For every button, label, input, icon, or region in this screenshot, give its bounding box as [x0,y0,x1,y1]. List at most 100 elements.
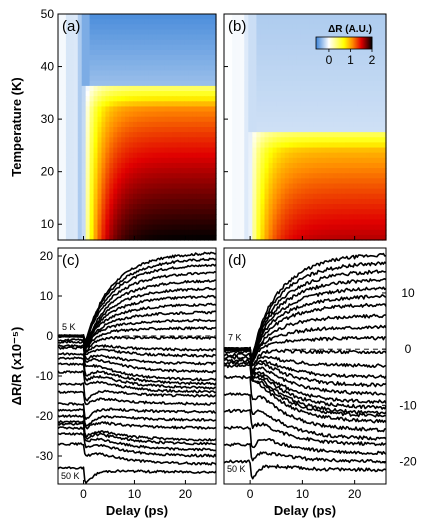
heatmap-a-cell [164,111,170,118]
heatmap-b-cell [345,29,351,36]
heatmap-b-cell [305,85,310,92]
heatmap-b-cell [252,142,257,149]
heatmap-b-cell [232,132,237,138]
heatmap-a-cell [204,224,209,231]
heatmap-b-cell [349,106,355,113]
heatmap-b-cell [357,209,363,215]
heatmap-a-cell [121,85,126,92]
heatmap-b-cell [268,116,274,123]
heatmap-b-cell [377,101,383,108]
heatmap-b-cell [353,75,359,82]
heatmap-a-cell [133,75,138,82]
heatmap-a-cell [61,224,67,231]
heatmap-b-cell [264,106,270,113]
heatmap-b-cell [321,116,326,123]
heatmap-a-cell [196,14,201,20]
heatmap-b-cell [284,152,290,159]
heatmap-b-cell [260,198,266,205]
heatmap-b-cell [373,39,379,46]
heatmap-b-cell [345,229,351,236]
heatmap-a-cell [125,234,130,241]
y-tick-label: 20 [40,249,54,263]
heatmap-a-cell [129,224,134,231]
heatmap-b-cell [325,204,330,210]
heatmap-b-cell [321,101,326,108]
heatmap-b-cell [272,96,278,102]
heatmap-b-cell [276,214,282,221]
heatmap-b-cell [264,14,270,20]
heatmap-a-cell [172,85,178,92]
heatmap-b-cell [236,44,241,51]
heatmap-a-cell [125,121,130,128]
heatmap-b-cell [284,127,290,133]
heatmap-a-cell [125,193,130,200]
heatmap-a-cell [148,44,154,51]
heatmap-a-cell [137,204,142,210]
heatmap-a-cell [133,19,138,25]
colorbar-segment [321,37,323,49]
heatmap-b-cell [305,198,310,205]
heatmap-b-cell [240,132,245,138]
heatmap-b-cell [260,24,266,31]
heatmap-b-cell [349,214,355,221]
heatmap-a-cell [144,14,150,20]
heatmap-a-cell [81,132,87,138]
heatmap-b-cell [317,65,322,72]
heatmap-a-cell [148,49,154,56]
heatmap-a-cell [61,157,67,164]
heatmap-a-cell [73,132,79,138]
heatmap-a-cell [65,209,71,215]
heatmap-a-cell [144,193,150,200]
heatmap-b-cell [317,147,322,154]
heatmap-a-cell [152,29,158,36]
heatmap-b-cell [280,137,286,144]
heatmap-b-cell [329,147,334,154]
heatmap-a-cell [125,39,130,46]
heatmap-a-cell [61,188,67,195]
heatmap-a-cell [212,219,217,226]
heatmap-a-cell [93,39,99,46]
heatmap-a-cell [81,44,87,51]
panel-label: (c) [62,252,80,269]
heatmap-b-cell [256,60,262,66]
heatmap-a-cell [117,198,122,205]
heatmap-a-cell [121,55,126,61]
heatmap-a-cell [172,121,178,128]
heatmap-a-cell [125,24,130,31]
heatmap-a-cell [61,85,67,92]
heatmap-a-cell [180,29,185,36]
heatmap-b-cell [309,183,314,190]
heatmap-a-cell [137,132,142,138]
heatmap-b-cell [288,214,294,221]
heatmap-b-cell [341,152,347,159]
heatmap-a-cell [200,127,205,133]
heatmap-b-cell [248,183,253,190]
heatmap-a-cell [140,127,146,133]
heatmap-a-cell [77,142,83,149]
heatmap-b-cell [357,234,363,241]
heatmap-a-cell [148,24,154,31]
heatmap-b-cell [321,229,326,236]
heatmap-b-cell [228,219,233,226]
heatmap-b-cell [365,142,371,149]
heatmap-a-cell [164,224,170,231]
heatmap-a-cell [156,173,162,179]
heatmap-a-cell [160,219,166,226]
heatmap-a-cell [58,111,63,118]
heatmap-a-cell [61,14,67,20]
heatmap-a-cell [144,229,150,236]
heatmap-a-cell [105,127,110,133]
heatmap-b-cell [373,147,379,154]
heatmap-b-cell [300,168,306,174]
colorbar-segment [342,37,344,49]
heatmap-b-cell [288,34,294,41]
heatmap-b-cell [305,137,310,144]
heatmap-a-cell [188,19,193,25]
heatmap-a-cell [105,142,110,149]
heatmap-b-cell [353,111,359,118]
heatmap-b-cell [256,111,262,118]
heatmap-b-cell [381,168,387,174]
heatmap-a-cell [101,75,106,82]
heatmap-a-cell [105,173,110,179]
heatmap-b-cell [264,193,270,200]
